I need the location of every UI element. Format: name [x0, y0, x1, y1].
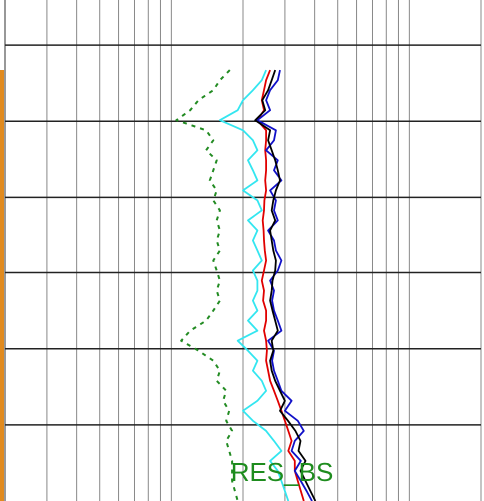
log-curve — [219, 69, 290, 501]
grid — [4, 0, 482, 501]
log-curve — [256, 69, 305, 501]
log-curve — [175, 69, 239, 501]
curves — [175, 69, 317, 501]
track-title: RES_BS — [231, 457, 334, 487]
log-curve — [254, 69, 317, 501]
track-side-bar — [0, 70, 4, 501]
